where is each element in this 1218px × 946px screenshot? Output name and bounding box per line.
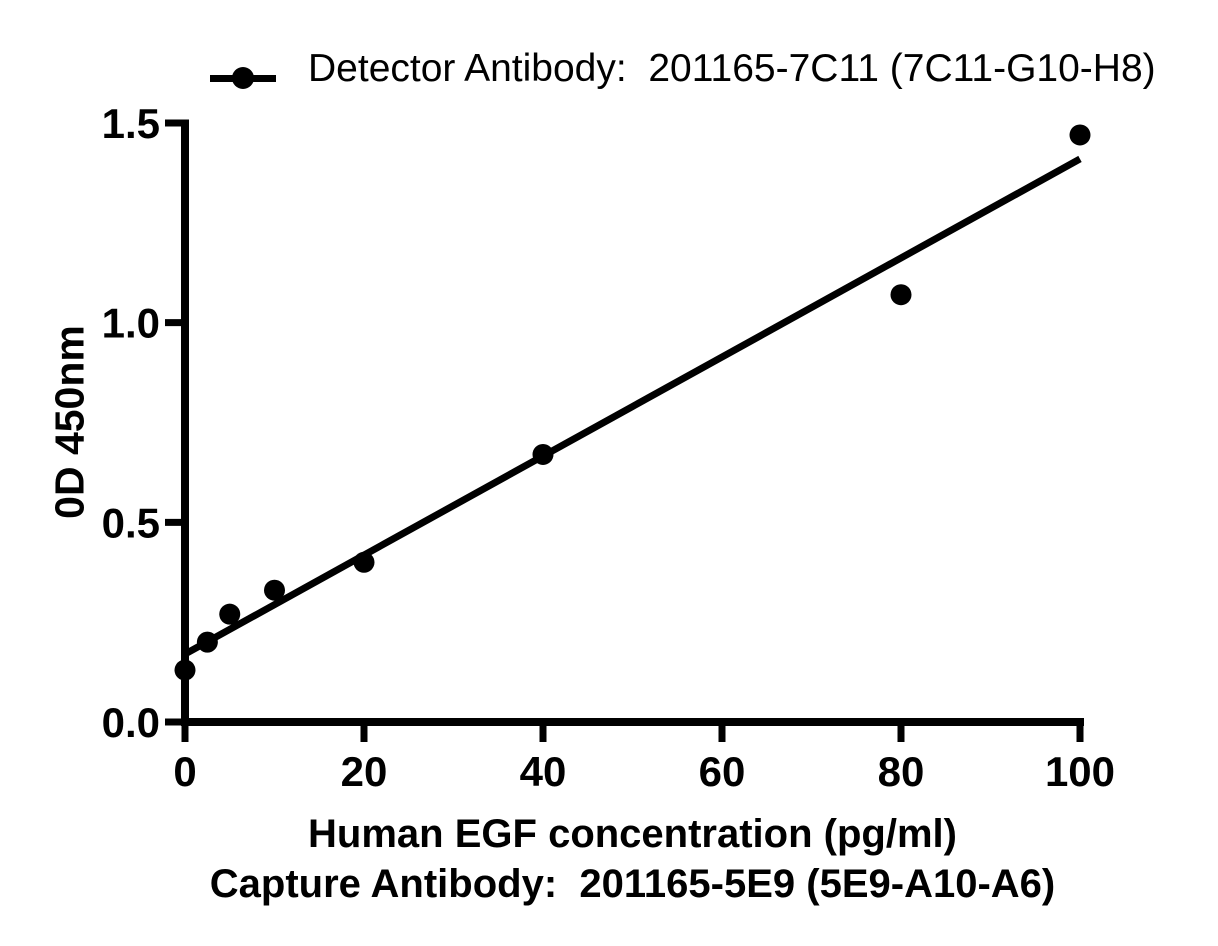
data-point	[890, 284, 912, 306]
chart-legend: Detector Antibody: 201165-7C11 (7C11-G10…	[0, 0, 1218, 110]
fit-line	[183, 155, 1082, 658]
data-point	[1069, 124, 1091, 146]
data-point	[532, 443, 554, 465]
data-point	[219, 603, 241, 625]
data-point	[196, 631, 218, 653]
data-point	[264, 579, 285, 601]
x-axis-subtitle: Capture Antibody: 201165-5E9 (5E9-A10-A6…	[209, 862, 1056, 906]
y-tick-label: 0.5	[102, 499, 160, 546]
y-axis-title: 0D 450nm	[46, 325, 93, 519]
data-point	[353, 551, 375, 573]
y-tick-label: 1.0	[102, 300, 160, 347]
legend-label: Detector Antibody: 201165-7C11 (7C11-G10…	[308, 47, 1156, 90]
data-point	[174, 659, 196, 681]
x-tick-label: 0	[173, 748, 196, 795]
x-tick-label: 80	[878, 748, 925, 795]
x-tick-label: 60	[699, 748, 746, 795]
legend-circle-marker-icon	[232, 67, 254, 89]
y-tick-label: 0.0	[102, 699, 160, 746]
x-tick-label: 40	[520, 748, 567, 795]
y-tick-label: 1.5	[102, 100, 160, 147]
x-axis-title: Human EGF concentration (pg/ml)	[308, 812, 957, 856]
x-tick-label: 100	[1045, 748, 1115, 795]
x-tick-label: 20	[341, 748, 388, 795]
